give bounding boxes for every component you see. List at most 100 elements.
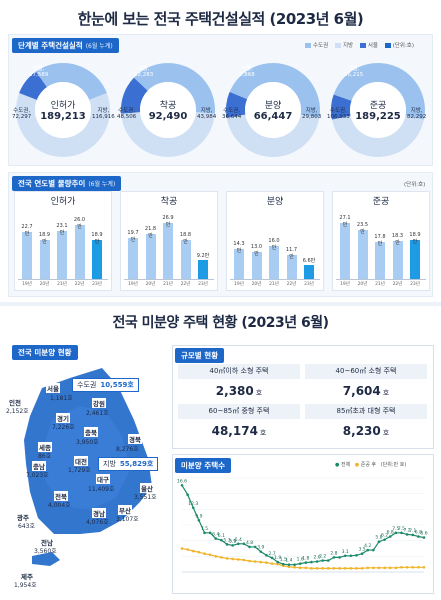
bar-value-label: 26.9만 [162, 215, 174, 229]
trend-data-label: 5.1 [229, 538, 236, 544]
trend-line-total-point [276, 560, 279, 564]
donut-local-value: 29,803 [302, 114, 322, 121]
trend-line-total-point [265, 553, 268, 557]
trend-section-panel [172, 454, 434, 594]
map-section-tag: 전국 미분양 현황 [12, 345, 78, 360]
trend-data-label: 6.8 [387, 529, 394, 535]
trend-line-total-point [186, 493, 189, 497]
donut-total: 92,490 [148, 111, 188, 122]
donut-local-name: 지방, [305, 108, 318, 114]
trend-data-label: 6.6 [420, 531, 427, 537]
region-value: 7,226호 [52, 424, 75, 431]
trend-line-total-point [310, 560, 313, 564]
trend-line-completed-point [394, 566, 398, 570]
trend-data-label: 3.9 [257, 545, 264, 551]
trend-line-total-point [338, 556, 341, 559]
legend-swatch-unit [384, 43, 391, 48]
bar [286, 254, 297, 279]
donut-slice-local [121, 112, 215, 157]
bar-value-label: 19.7만 [127, 230, 139, 244]
trend-line-completed-point [400, 566, 403, 569]
bar [375, 242, 385, 279]
region-value: 1,729호 [68, 467, 91, 474]
trend-line-total-point [208, 531, 212, 535]
trend-line-completed-point [298, 566, 302, 570]
bar [340, 222, 350, 279]
bar-x-label: 21년 [57, 282, 67, 287]
trend-line-completed-point [236, 558, 240, 561]
section-divider [0, 302, 441, 306]
size-cell-number: 8,230 [342, 424, 381, 438]
bar [234, 249, 244, 279]
bar-baseline [124, 279, 214, 280]
bar-baseline [18, 279, 108, 280]
trend-data-label: 2.2 [319, 554, 326, 560]
trend-line-total-point [315, 560, 319, 563]
trend-line-completed-point [270, 562, 274, 565]
donut-total: 189,225 [355, 111, 401, 122]
stage-section-tag: 단계별 주택건설실적 (6월 누계) [12, 38, 119, 53]
donut-local-label: 지방, 29,803 [302, 108, 321, 121]
bar-value-label: 16.0만 [268, 237, 280, 251]
size-cell-value: 7,604 호 [305, 379, 427, 403]
capital-callout: 수도권 10,559호 [72, 378, 139, 392]
donut-seoul-name: 서울, [240, 66, 253, 72]
bar [22, 232, 32, 279]
bar-chart-title: 인허가 [50, 197, 76, 207]
donut-slice-seoul [226, 91, 248, 118]
page-title-unsold: 전국 미분양 주택 현황 (2023년 6월) [112, 315, 329, 331]
donut-hole [35, 82, 91, 138]
trend-line-total-point [253, 545, 257, 549]
bar-value-label: 13.0만 [250, 244, 263, 258]
local-callout-value: 55,829호 [119, 460, 154, 468]
bar-x-label: 23년 [410, 282, 420, 287]
bar-baseline [230, 279, 320, 280]
bar [304, 265, 314, 279]
region-name: 광주 [16, 512, 30, 522]
trend-line-total-point [304, 561, 308, 564]
legend-swatch-seoul [359, 43, 366, 48]
trend-line-completed-point [259, 560, 263, 564]
donut-capital-label: 수도권, 106,933 [327, 108, 350, 121]
trend-line-completed-point [293, 566, 296, 569]
donut-chart [331, 62, 425, 157]
trend-line-completed-point [338, 567, 341, 570]
donut-seoul-value: 12,283 [134, 72, 154, 79]
trend-line-completed-point [310, 567, 313, 570]
donut-capital-label: 수도권, 36,644 [222, 108, 241, 121]
trend-line-total-point [343, 554, 347, 558]
donut-local-value: 43,984 [197, 114, 217, 121]
trend-data-label: 7.5 [201, 526, 208, 532]
trend-line-total-point [225, 543, 229, 546]
donut-label: 인허가 [50, 101, 76, 111]
legend-swatch-capital [305, 43, 311, 48]
trend-data-label: 9.9 [195, 513, 202, 519]
donut-seoul-label: 서울, 16,215 [344, 66, 363, 79]
yearly-section-tag-text: 전국 연도별 물량추이 [18, 179, 86, 188]
bar-x-label: 19년 [234, 282, 244, 287]
trend-line-total-point [332, 556, 336, 559]
region-name: 대전 [74, 456, 88, 466]
trend-legend: ● 전체 ● 준공 후 (단위:만 호) [335, 461, 406, 468]
trend-line-total-point [191, 506, 195, 510]
bar-chart-title: 착공 [160, 197, 178, 207]
trend-legend-completed: 준공 후 [360, 462, 377, 468]
trend-line-total-point [220, 538, 223, 542]
legend-label-seoul: 서울 [367, 43, 378, 49]
trend-data-label: 6.4 [212, 532, 219, 538]
trend-line-completed-point [383, 566, 386, 570]
legend-label-local: 지방 [342, 43, 354, 49]
size-cell-number: 48,174 [211, 424, 258, 438]
donut-capital-value: 48,506 [117, 114, 137, 121]
bar-x-label: 21년 [375, 282, 385, 287]
bar-chart-title: 분양 [266, 197, 284, 207]
jeju-island-shape [32, 552, 60, 566]
bar-x-label: 19년 [340, 282, 350, 287]
trend-data-label: 5.8 [375, 535, 382, 541]
trend-line-completed-point [197, 550, 201, 554]
trend-data-label: 5.4 [235, 537, 242, 543]
trend-line-chart: 16.6 12.3 9.9 7.5 6.15.3 6.4 5.95.15.4 4.8 3.9 2.… [177, 477, 428, 573]
stage-section-tag-text: 단계별 주택건설실적 [18, 41, 83, 50]
bar-value-label: 18.9만 [409, 231, 421, 245]
donut-slice-seoul [121, 77, 148, 114]
